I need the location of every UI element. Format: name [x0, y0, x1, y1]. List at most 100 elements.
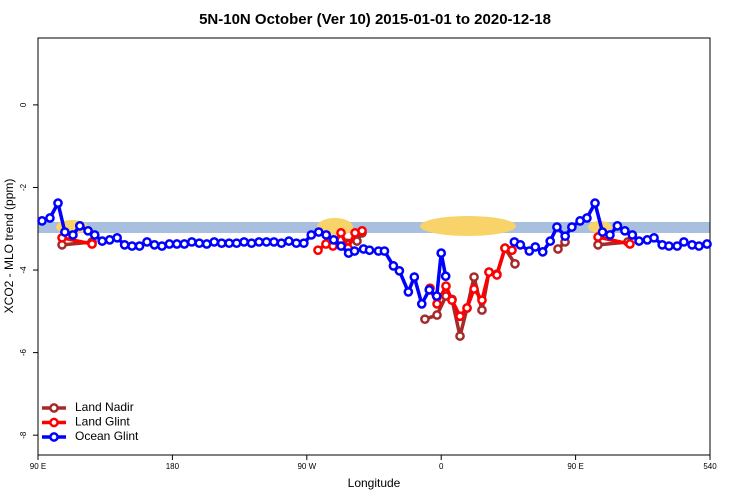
point	[455, 331, 465, 341]
point	[298, 238, 309, 249]
point	[45, 213, 55, 223]
point	[306, 230, 317, 240]
point	[620, 225, 630, 236]
legend-marker	[49, 417, 59, 428]
point	[74, 221, 85, 231]
point	[157, 241, 167, 251]
point	[469, 272, 479, 282]
point	[186, 237, 197, 247]
point	[590, 198, 600, 208]
point	[60, 227, 70, 237]
point	[164, 239, 175, 249]
point	[507, 245, 517, 256]
x-axis-label: Longitude	[348, 476, 401, 490]
chart-title: 5N-10N October (Ver 10) 2015-01-01 to 20…	[199, 11, 551, 28]
x-tick-label: 180	[166, 462, 180, 471]
y-axis-label: XCO2 - MLO trend (ppm)	[2, 179, 16, 314]
legend-label: Ocean Glint	[75, 429, 139, 443]
point	[142, 237, 152, 247]
legend-label: Land Glint	[75, 415, 130, 429]
point	[388, 261, 399, 271]
point	[364, 245, 375, 256]
point	[209, 237, 220, 247]
point	[702, 239, 712, 249]
point	[593, 239, 603, 250]
point	[634, 236, 644, 246]
point	[462, 303, 472, 313]
point	[515, 239, 526, 250]
series-line	[61, 236, 93, 246]
point	[246, 238, 257, 249]
point	[134, 241, 145, 251]
point	[269, 237, 279, 247]
point	[254, 237, 264, 247]
point	[328, 235, 339, 245]
point	[352, 236, 362, 246]
point	[612, 221, 623, 231]
point	[649, 232, 659, 243]
point	[625, 239, 635, 249]
point	[530, 242, 541, 252]
point	[664, 241, 674, 251]
legend-marker	[49, 403, 59, 413]
point	[420, 314, 430, 325]
point	[436, 248, 447, 258]
point	[321, 230, 332, 240]
point	[357, 225, 367, 236]
point	[53, 198, 63, 208]
point	[440, 271, 451, 282]
point	[477, 305, 487, 315]
point	[447, 295, 457, 306]
point	[291, 238, 302, 249]
point	[424, 285, 435, 295]
point	[179, 239, 190, 249]
point	[441, 281, 451, 291]
point	[672, 241, 682, 251]
point	[97, 236, 108, 246]
point	[582, 213, 592, 223]
point	[149, 239, 160, 250]
point	[492, 270, 502, 280]
legend-label: Land Nadir	[75, 400, 134, 414]
point	[194, 238, 205, 249]
point	[112, 232, 122, 243]
point	[477, 295, 487, 306]
point	[87, 239, 97, 249]
point	[484, 267, 494, 277]
point	[261, 237, 272, 247]
point	[68, 230, 78, 240]
point	[455, 311, 465, 322]
point	[239, 237, 249, 247]
point	[201, 239, 212, 249]
point	[545, 236, 556, 246]
y-tick-label: -2	[19, 183, 28, 191]
point	[537, 247, 548, 257]
point	[231, 238, 242, 249]
point	[119, 239, 130, 250]
point	[313, 245, 323, 256]
y-tick-label: -6	[19, 349, 28, 357]
land-patch	[420, 216, 516, 236]
point	[216, 238, 227, 249]
point	[560, 231, 570, 242]
point	[276, 238, 287, 249]
point	[336, 228, 346, 238]
point	[104, 235, 115, 245]
point	[394, 266, 405, 276]
point	[432, 310, 442, 320]
point	[349, 246, 360, 256]
point	[37, 216, 47, 226]
y-tick-label: 0	[19, 102, 28, 107]
x-tick-label: 540	[703, 462, 717, 471]
point	[336, 241, 346, 251]
point	[409, 272, 420, 282]
point	[224, 238, 234, 249]
point	[313, 227, 324, 237]
x-tick-label: 0	[439, 462, 444, 471]
point	[605, 230, 615, 240]
y-tick-label: -4	[19, 266, 28, 274]
point	[89, 230, 100, 240]
legend-marker	[49, 432, 59, 442]
